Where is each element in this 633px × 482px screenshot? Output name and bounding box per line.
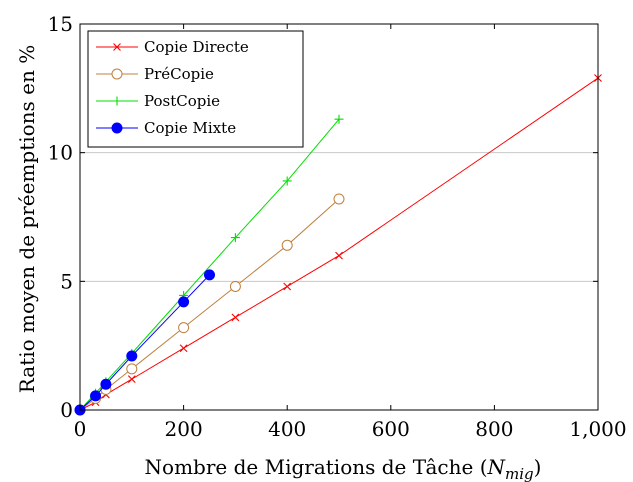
- data-point: [335, 251, 343, 260]
- data-point: [283, 282, 292, 291]
- data-point: [333, 193, 345, 205]
- data-point: [334, 114, 344, 124]
- series-layer: [74, 74, 602, 416]
- data-point: [281, 239, 293, 251]
- y-tick-label: 15: [48, 12, 73, 36]
- series-line: [79, 274, 210, 411]
- data-point: [231, 313, 240, 322]
- y-tick-label: 5: [60, 269, 73, 293]
- legend-marker: [113, 43, 121, 51]
- x-tick-label: 1,000: [569, 417, 626, 441]
- legend-label: PréCopie: [144, 65, 214, 83]
- data-point: [126, 363, 138, 375]
- y-tick-label: 0: [60, 398, 73, 422]
- data-point: [282, 176, 292, 186]
- data-point: [230, 233, 240, 243]
- legend-item: PostCopie: [96, 92, 220, 110]
- legend-item: Copie Mixte: [96, 119, 236, 137]
- grid: [80, 152, 598, 282]
- legend-marker: [112, 96, 122, 106]
- x-tick-label: 0: [74, 417, 87, 441]
- y-tick-label: 10: [48, 141, 73, 165]
- legend-marker: [111, 68, 123, 80]
- legend-item: Copie Directe: [96, 38, 249, 56]
- x-axis-title: Nombre de Migrations de Tâche (Nmig): [145, 455, 542, 482]
- legend: Copie Directe PréCopie PostCopie Copie Mixt…: [87, 30, 304, 148]
- data-point: [204, 269, 215, 281]
- data-point: [178, 296, 190, 308]
- x-tick-label: 800: [475, 417, 513, 441]
- x-tick-label: 400: [268, 417, 306, 441]
- legend-marker: [111, 122, 123, 134]
- legend-label: PostCopie: [144, 92, 220, 110]
- ticks: 0 200 400 600 800 1,000 0 5 10 15: [48, 12, 627, 441]
- series-line: [79, 198, 340, 411]
- data-point: [179, 344, 188, 353]
- series-line: [79, 118, 340, 411]
- data-point: [126, 350, 138, 362]
- data-point: [127, 375, 136, 384]
- legend-label: Copie Directe: [144, 38, 249, 56]
- data-point: [229, 280, 241, 292]
- x-tick-label: 200: [165, 417, 203, 441]
- legend-label: Copie Mixte: [144, 119, 236, 137]
- data-point: [178, 322, 190, 334]
- y-axis-title: Ratio moyen de préemptions en %: [15, 45, 39, 394]
- data-point: [100, 378, 112, 390]
- plot-frame: [79, 23, 599, 411]
- legend-item: PréCopie: [96, 65, 214, 83]
- series-2: [75, 114, 344, 415]
- x-tick-label: 600: [372, 417, 410, 441]
- series-1: [74, 193, 345, 416]
- data-point: [90, 390, 102, 402]
